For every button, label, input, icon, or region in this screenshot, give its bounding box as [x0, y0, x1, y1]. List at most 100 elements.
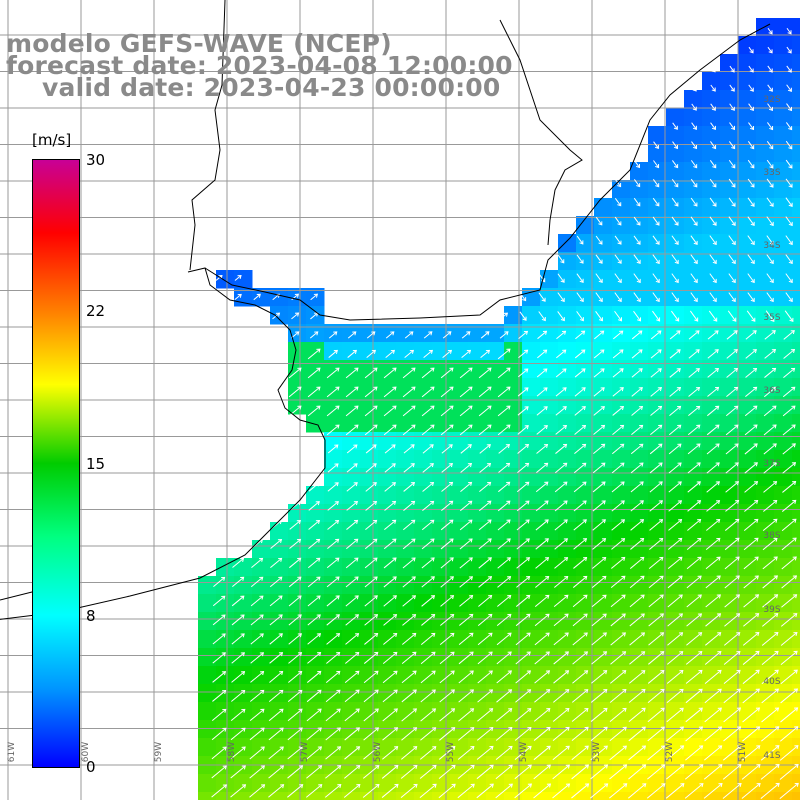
- ocean-cell: [270, 576, 289, 595]
- wind-arrow: [536, 443, 549, 454]
- wind-arrow: [422, 444, 434, 454]
- wind-arrow: [306, 689, 322, 703]
- wind-arrow: [555, 443, 568, 454]
- ocean-cell: [702, 720, 721, 739]
- ocean-cell: [738, 180, 757, 199]
- ocean-cell: [198, 774, 217, 793]
- wind-arrow: [555, 387, 567, 397]
- ocean-cell: [720, 234, 739, 253]
- ocean-cell: [522, 486, 541, 505]
- wind-arrow: [478, 386, 492, 398]
- wind-arrow: [609, 745, 627, 761]
- wind-arrow: [364, 424, 378, 436]
- ocean-cell: [504, 792, 523, 800]
- wind-arrow: [516, 481, 530, 493]
- wind-arrow: [633, 197, 641, 207]
- ocean-cell: [324, 738, 343, 757]
- wind-arrow: [783, 348, 796, 359]
- ocean-cell: [684, 504, 703, 523]
- ocean-cell: [684, 234, 703, 253]
- ocean-cell: [684, 198, 703, 217]
- wind-arrow: [706, 424, 720, 436]
- wind-arrows: [211, 27, 799, 799]
- wind-arrow: [458, 670, 474, 684]
- wind-arrow: [629, 651, 646, 665]
- wind-arrow: [460, 463, 473, 473]
- wind-arrow: [497, 405, 511, 417]
- wind-arrow: [231, 614, 245, 626]
- wind-arrow: [478, 367, 492, 379]
- wind-arrow: [725, 462, 739, 474]
- ocean-cell: [540, 576, 559, 595]
- wind-arrow: [421, 424, 435, 436]
- wind-arrow: [347, 331, 357, 339]
- ocean-cell: [198, 648, 217, 667]
- ocean-cell: [738, 720, 757, 739]
- ocean-cell: [666, 360, 685, 379]
- ocean-cell: [792, 432, 800, 451]
- ocean-cell: [684, 126, 703, 145]
- ocean-cell: [612, 594, 631, 613]
- wind-arrow: [666, 651, 684, 665]
- wind-arrow: [325, 765, 342, 779]
- wind-arrow: [704, 651, 722, 665]
- lat-label: 40S: [763, 677, 780, 687]
- wind-arrow: [726, 367, 739, 378]
- wind-arrow: [382, 746, 399, 760]
- wind-arrow: [611, 500, 625, 512]
- wind-arrow: [384, 500, 397, 511]
- ocean-cell: [396, 684, 415, 703]
- wind-arrow: [652, 310, 661, 322]
- ocean-cell: [792, 594, 800, 613]
- wind-arrow: [728, 178, 736, 188]
- wind-arrow: [612, 387, 624, 397]
- ocean-cell: [720, 180, 739, 199]
- wind-arrow: [365, 482, 377, 492]
- wind-arrow: [287, 765, 304, 779]
- wind-arrow: [709, 197, 717, 207]
- wind-arrow: [724, 518, 740, 531]
- ocean-cell: [558, 684, 577, 703]
- ocean-cell: [702, 378, 721, 397]
- wind-arrow: [420, 632, 436, 645]
- ocean-cell: [504, 702, 523, 721]
- ocean-cell: [612, 324, 631, 343]
- ocean-cell: [774, 612, 793, 631]
- ocean-cell: [702, 684, 721, 703]
- wind-arrow: [669, 349, 681, 359]
- wind-arrow: [593, 443, 606, 455]
- wind-arrow: [689, 310, 699, 322]
- wind-arrow: [742, 632, 760, 646]
- ocean-cell: [342, 432, 361, 451]
- wind-arrow: [287, 708, 303, 722]
- ocean-cell: [792, 414, 800, 433]
- ocean-cell: [522, 468, 541, 487]
- ocean-cell: [666, 180, 685, 199]
- wind-arrow: [690, 197, 698, 207]
- ocean-cell: [612, 522, 631, 541]
- wind-arrow: [571, 783, 590, 799]
- ocean-cell: [504, 504, 523, 523]
- wind-arrow: [495, 764, 513, 780]
- ocean-cell: [648, 198, 667, 217]
- ocean-cell: [306, 576, 325, 595]
- ocean-cell: [360, 342, 379, 361]
- ocean-cell: [684, 252, 703, 271]
- ocean-cell: [774, 504, 793, 523]
- ocean-cell: [324, 558, 343, 577]
- wind-arrow: [460, 444, 472, 454]
- ocean-cell: [756, 612, 775, 631]
- wind-arrow: [592, 538, 607, 550]
- wind-arrow: [766, 197, 774, 207]
- lat-label: 33S: [763, 168, 780, 178]
- ocean-cell: [360, 324, 379, 343]
- ocean-cell: [414, 414, 433, 433]
- wind-arrow: [288, 595, 302, 607]
- wind-arrow: [440, 424, 454, 436]
- wind-arrow: [728, 254, 736, 265]
- ocean-cell: [234, 576, 253, 595]
- wind-arrow: [347, 349, 357, 358]
- wind-arrow: [612, 349, 624, 359]
- ocean-cell: [486, 684, 505, 703]
